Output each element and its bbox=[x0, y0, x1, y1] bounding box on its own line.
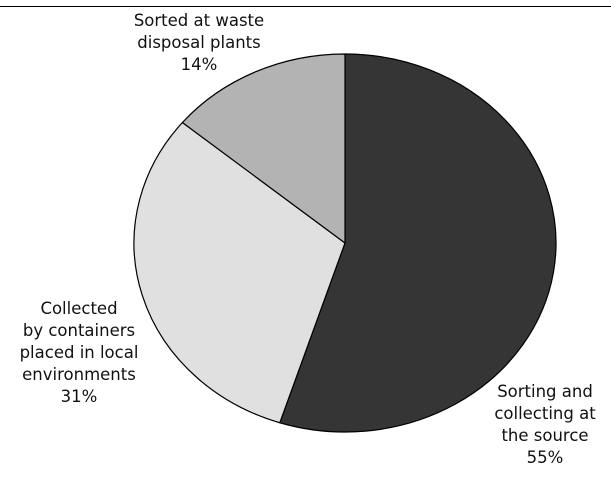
slice-label-0: Sorting and collecting at the source 55% bbox=[494, 382, 596, 467]
slice-label-line: placed in local bbox=[20, 343, 139, 362]
slice-label-line: 14% bbox=[181, 55, 218, 74]
pie-slices bbox=[133, 53, 557, 433]
slice-label-line: 55% bbox=[527, 448, 564, 467]
slice-label-line: disposal plants bbox=[137, 33, 260, 52]
pie-slice-2 bbox=[181, 53, 346, 244]
slice-label-line: collecting at bbox=[494, 404, 596, 423]
slice-label-2: Sorted at waste disposal plants 14% bbox=[134, 11, 264, 74]
slice-label-line: Sorting and bbox=[497, 382, 593, 401]
slice-label-line: Collected bbox=[40, 299, 117, 318]
pie-slice-0 bbox=[279, 53, 557, 433]
slice-label-line: the source bbox=[501, 426, 588, 445]
pie-slice-1 bbox=[133, 121, 346, 424]
slice-label-line: environments bbox=[22, 365, 136, 384]
slice-label-line: 31% bbox=[61, 387, 98, 406]
slice-label-1: Collected by containers placed in local env… bbox=[20, 299, 139, 406]
slice-labels: Sorting and collecting at the source 55% Col… bbox=[20, 11, 597, 467]
slice-label-line: Sorted at waste bbox=[134, 11, 264, 30]
slice-label-line: by containers bbox=[23, 321, 135, 340]
